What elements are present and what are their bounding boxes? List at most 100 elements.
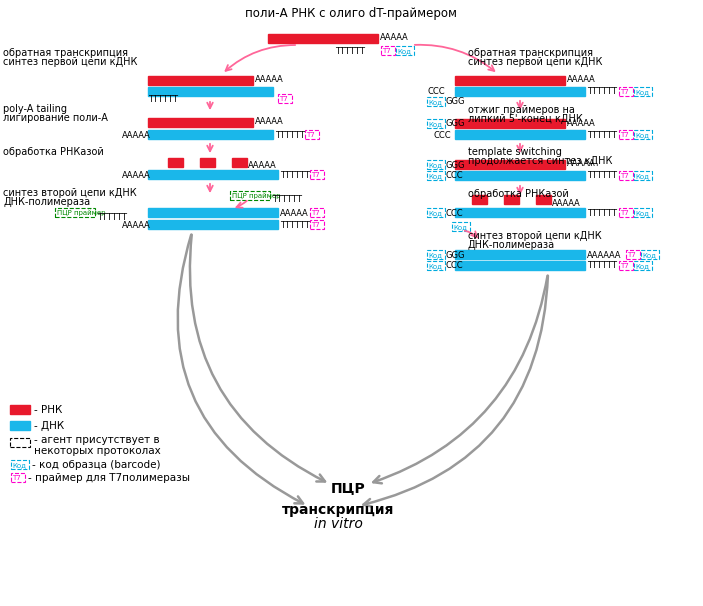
- Text: поли-А РНК с олиго dT-праймером: поли-А РНК с олиго dT-праймером: [245, 7, 457, 19]
- Bar: [305, 130, 319, 139]
- Text: ТТТТТТ: ТТТТТТ: [275, 130, 305, 139]
- Text: T7: T7: [620, 132, 628, 138]
- Text: ААААА: ААААА: [552, 199, 581, 207]
- Text: обработка РНКазой: обработка РНКазой: [468, 189, 569, 199]
- Text: ПЦР: ПЦР: [330, 481, 366, 495]
- Text: Код: Код: [635, 173, 649, 179]
- Text: in vitro: in vitro: [314, 517, 363, 531]
- Text: ССС: ССС: [446, 171, 463, 181]
- Bar: [455, 261, 585, 270]
- Text: ДНК-полимераза: ДНК-полимераза: [3, 197, 90, 207]
- Bar: [619, 261, 633, 270]
- Text: ААААА: ААААА: [280, 208, 309, 218]
- Bar: [230, 191, 270, 200]
- Text: ААААА: ААААА: [567, 76, 595, 84]
- Text: ААААА: ААААА: [255, 118, 284, 127]
- Text: Код: Код: [635, 210, 649, 216]
- Bar: [427, 160, 445, 169]
- Text: ААААА: ААААА: [255, 76, 284, 84]
- Bar: [278, 94, 292, 103]
- Bar: [455, 130, 585, 139]
- Bar: [455, 119, 565, 128]
- Text: T7: T7: [279, 96, 288, 102]
- Text: ТТТТТТ: ТТТТТТ: [587, 87, 617, 96]
- Bar: [452, 222, 470, 231]
- Bar: [148, 208, 278, 217]
- Text: липкий 5'-конец кДНК: липкий 5'-конец кДНК: [468, 114, 583, 124]
- Bar: [427, 97, 445, 106]
- Bar: [427, 250, 445, 259]
- Bar: [310, 208, 324, 217]
- Text: T7: T7: [620, 89, 628, 95]
- Text: ТТТТТТ: ТТТТТТ: [587, 208, 617, 218]
- Text: ТТТТТТ: ТТТТТТ: [148, 95, 178, 104]
- Text: T7: T7: [311, 172, 320, 178]
- Text: T7: T7: [12, 475, 21, 481]
- Text: Код: Код: [635, 89, 649, 95]
- Text: Код: Код: [635, 132, 649, 138]
- Text: ТТТТТТ: ТТТТТТ: [587, 130, 617, 139]
- Text: обработка РНКазой: обработка РНКазой: [3, 147, 104, 157]
- Text: T7: T7: [620, 173, 628, 179]
- Text: Код: Код: [642, 252, 656, 258]
- Text: poly-A tailing: poly-A tailing: [3, 104, 67, 114]
- Bar: [310, 170, 324, 179]
- Text: ПЦР праймер: ПЦР праймер: [57, 210, 105, 216]
- Bar: [634, 87, 652, 96]
- Text: синтез первой цепи кДНК: синтез первой цепи кДНК: [468, 57, 602, 67]
- Text: синтез первой цепи кДНК: синтез первой цепи кДНК: [3, 57, 137, 67]
- Bar: [168, 158, 183, 167]
- Text: ТТТТТТ: ТТТТТТ: [587, 262, 617, 270]
- Text: ССС: ССС: [434, 130, 451, 139]
- Text: Код: Код: [428, 263, 442, 269]
- Text: - ДНК: - ДНК: [34, 421, 64, 431]
- Text: Код: Код: [428, 121, 442, 127]
- Bar: [427, 208, 445, 217]
- Text: ААААА: ААААА: [122, 130, 150, 139]
- Bar: [10, 421, 30, 430]
- Text: T7: T7: [311, 210, 320, 216]
- Bar: [634, 171, 652, 180]
- Text: template switching: template switching: [468, 147, 562, 157]
- Text: T7: T7: [620, 263, 628, 269]
- Bar: [148, 130, 273, 139]
- Bar: [148, 118, 253, 127]
- Text: T7: T7: [306, 132, 315, 138]
- Bar: [455, 160, 565, 169]
- Bar: [148, 87, 273, 96]
- Text: обратная транскрипция: обратная транскрипция: [3, 48, 128, 58]
- Text: ААААА: ААААА: [567, 159, 595, 168]
- Bar: [232, 158, 247, 167]
- Bar: [427, 171, 445, 180]
- Text: GGG: GGG: [446, 250, 465, 259]
- Text: Код: Код: [635, 263, 649, 269]
- Text: ААААА: ААААА: [122, 221, 150, 230]
- Bar: [310, 220, 324, 229]
- Text: синтез второй цепи кДНК: синтез второй цепи кДНК: [3, 188, 136, 198]
- Text: ААААА: ААААА: [567, 119, 595, 127]
- Bar: [455, 250, 585, 259]
- Text: ТТТТТТ: ТТТТТТ: [335, 47, 365, 56]
- Bar: [55, 208, 95, 217]
- Text: ТТТТТТ: ТТТТТТ: [272, 196, 302, 204]
- Text: Код: Код: [428, 162, 442, 168]
- Bar: [200, 158, 215, 167]
- Text: Код: Код: [428, 210, 442, 216]
- Bar: [472, 195, 487, 204]
- Bar: [634, 130, 652, 139]
- Bar: [619, 208, 633, 217]
- Text: ААААА: ААААА: [248, 162, 277, 170]
- Text: отжиг праймеров на: отжиг праймеров на: [468, 105, 575, 115]
- Bar: [148, 170, 278, 179]
- Bar: [10, 405, 30, 414]
- Text: GGG: GGG: [446, 98, 465, 107]
- Text: ТТТТТТ: ТТТТТТ: [280, 170, 310, 179]
- Text: ПЦР праймер: ПЦР праймер: [232, 193, 280, 199]
- Bar: [634, 261, 652, 270]
- Bar: [619, 130, 633, 139]
- Bar: [504, 195, 519, 204]
- Bar: [455, 208, 585, 217]
- Text: T7: T7: [311, 222, 320, 228]
- Text: Код: Код: [428, 173, 442, 179]
- Bar: [11, 460, 29, 469]
